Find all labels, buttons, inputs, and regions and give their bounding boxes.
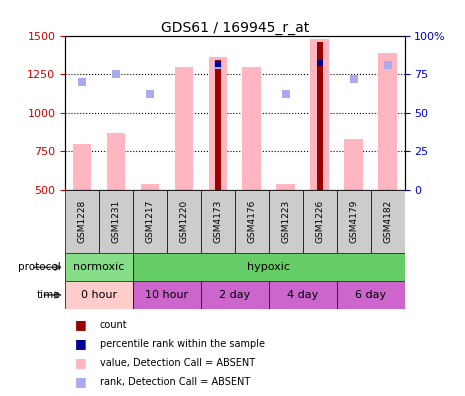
Text: GSM1226: GSM1226 xyxy=(315,200,324,244)
Bar xyxy=(106,133,126,190)
Text: ■: ■ xyxy=(74,337,86,350)
Text: 6 day: 6 day xyxy=(355,290,386,300)
Bar xyxy=(344,139,363,190)
Text: protocol: protocol xyxy=(18,262,60,272)
Text: percentile rank within the sample: percentile rank within the sample xyxy=(100,339,265,349)
Bar xyxy=(73,144,92,190)
Text: value, Detection Call = ABSENT: value, Detection Call = ABSENT xyxy=(100,358,255,368)
Bar xyxy=(303,190,337,253)
Text: GSM4173: GSM4173 xyxy=(213,200,222,244)
Bar xyxy=(310,39,329,190)
Bar xyxy=(201,190,235,253)
Text: normoxic: normoxic xyxy=(73,262,125,272)
Bar xyxy=(337,281,405,309)
Text: 0 hour: 0 hour xyxy=(81,290,117,300)
Bar xyxy=(167,190,201,253)
Bar xyxy=(174,67,193,190)
Bar xyxy=(269,281,337,309)
Bar xyxy=(201,281,269,309)
Bar xyxy=(276,184,295,190)
Bar xyxy=(235,190,269,253)
Bar xyxy=(99,190,133,253)
Text: GSM1220: GSM1220 xyxy=(179,200,188,244)
Text: GSM1223: GSM1223 xyxy=(281,200,290,244)
Bar xyxy=(208,57,227,190)
Text: ■: ■ xyxy=(74,318,86,331)
Bar xyxy=(133,190,167,253)
Text: GSM4179: GSM4179 xyxy=(349,200,358,244)
Text: hypoxic: hypoxic xyxy=(247,262,290,272)
Title: GDS61 / 169945_r_at: GDS61 / 169945_r_at xyxy=(161,21,309,34)
Bar xyxy=(337,190,371,253)
Text: GSM4182: GSM4182 xyxy=(383,200,392,244)
Bar xyxy=(371,190,405,253)
Bar xyxy=(242,67,261,190)
Text: GSM1231: GSM1231 xyxy=(112,200,120,244)
Text: GSM1228: GSM1228 xyxy=(78,200,86,244)
Text: 2 day: 2 day xyxy=(219,290,251,300)
Bar xyxy=(269,190,303,253)
Bar xyxy=(65,190,99,253)
Bar xyxy=(133,281,201,309)
Text: ■: ■ xyxy=(74,375,86,388)
Bar xyxy=(215,60,221,190)
Bar xyxy=(133,253,405,281)
Text: rank, Detection Call = ABSENT: rank, Detection Call = ABSENT xyxy=(100,377,250,387)
Bar xyxy=(65,253,133,281)
Text: 4 day: 4 day xyxy=(287,290,319,300)
Text: ■: ■ xyxy=(74,356,86,369)
Text: time: time xyxy=(37,290,60,300)
Bar xyxy=(65,281,133,309)
Bar xyxy=(140,184,159,190)
Text: GSM4176: GSM4176 xyxy=(247,200,256,244)
Bar xyxy=(378,53,397,190)
Text: GSM1217: GSM1217 xyxy=(146,200,154,244)
Text: 10 hour: 10 hour xyxy=(146,290,188,300)
Bar xyxy=(317,42,323,190)
Text: count: count xyxy=(100,320,127,330)
